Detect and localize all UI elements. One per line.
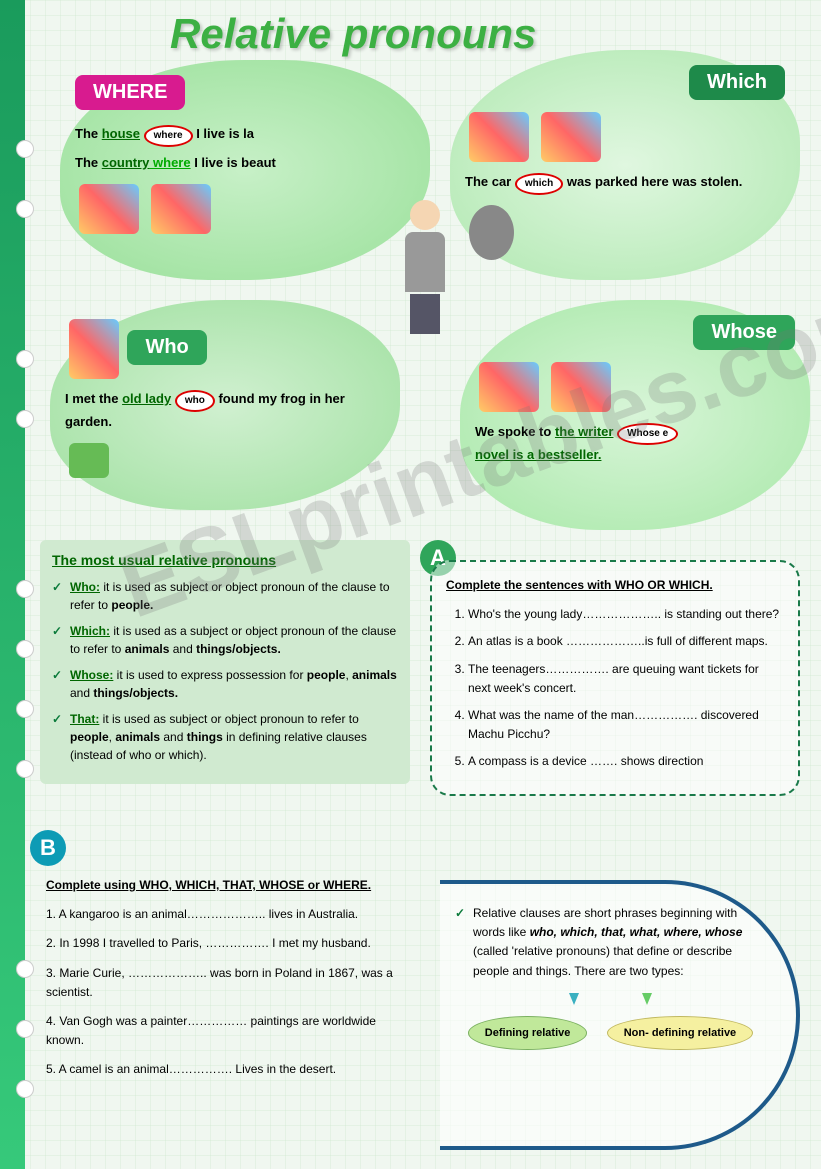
cloud-who: Who I met the old lady who found my frog… xyxy=(50,300,400,510)
ex-a-item: An atlas is a book ………………..is full of di… xyxy=(468,632,784,651)
ex-b-item: 2. In 1998 I travelled to Paris, ……………. … xyxy=(46,934,414,953)
binder-hole xyxy=(16,200,34,218)
clipart-bicycle xyxy=(469,205,514,260)
tag-where: WHERE xyxy=(75,75,185,110)
ex-b-item: 5. A camel is an animal……………. Lives in t… xyxy=(46,1060,414,1079)
arrow-icon xyxy=(569,993,579,1005)
ex-a-item: What was the name of the man……………. disco… xyxy=(468,706,784,744)
rule-that: That: it is used as subject or object pr… xyxy=(70,710,398,764)
rule-whose: Whose: it is used to express possession … xyxy=(70,666,398,702)
cloud-which: Which The car which was parked here was … xyxy=(450,50,800,280)
badge-b: B xyxy=(30,830,66,866)
binder-hole xyxy=(16,700,34,718)
tag-which: Which xyxy=(689,65,785,100)
clipart-europe xyxy=(79,184,139,234)
binder-hole xyxy=(16,760,34,778)
exercise-a: Complete the sentences with WHO OR WHICH… xyxy=(430,560,800,796)
binder-hole xyxy=(16,960,34,978)
pill-which: which xyxy=(515,173,563,195)
binder-hole xyxy=(16,140,34,158)
tag-whose: Whose xyxy=(693,315,795,350)
ex-a-item: Who's the young lady……………….. is standing… xyxy=(468,605,784,624)
clipart-dog xyxy=(469,112,529,162)
sentence-which: The car which was parked here was stolen… xyxy=(465,172,785,195)
cloud-whose: Whose We spoke to the writer Whose e nov… xyxy=(460,300,810,530)
ex-a-item: A compass is a device ……. shows directio… xyxy=(468,752,784,771)
ex-b-item: 3. Marie Curie, ……………….. was born in Pol… xyxy=(46,964,414,1002)
sentence-whose: We spoke to the writer Whose e novel is … xyxy=(475,422,795,466)
clipart-car xyxy=(541,112,601,162)
ex-b-item: 4. Van Gogh was a painter…………… paintings… xyxy=(46,1012,414,1050)
binder-hole xyxy=(16,410,34,428)
info-text: Relative clauses are short phrases begin… xyxy=(473,904,766,981)
rule-which: Which: it is used as a subject or object… xyxy=(70,622,398,658)
sentence-where-2: The country where I live is beaut xyxy=(75,153,415,174)
pill-who: who xyxy=(175,390,215,412)
binder-hole xyxy=(16,350,34,368)
clipart-girl xyxy=(380,200,470,340)
clipart-house xyxy=(151,184,211,234)
binder-hole xyxy=(16,1080,34,1098)
sentence-where-1: The house where I live is la xyxy=(75,124,415,147)
exercise-a-title: Complete the sentences with WHO OR WHICH… xyxy=(446,576,784,595)
type-nondefining: Non- defining relative xyxy=(607,1016,753,1050)
pill-whose: Whose e xyxy=(617,423,678,445)
exercise-b-title: Complete using WHO, WHICH, THAT, WHOSE o… xyxy=(46,876,414,895)
binder-hole xyxy=(16,580,34,598)
rules-box: The most usual relative pronouns Who: it… xyxy=(40,540,410,784)
ex-b-item: 1. A kangaroo is an animal……………….. lives… xyxy=(46,905,414,924)
tag-who: Who xyxy=(127,330,206,365)
clipart-lady xyxy=(69,319,119,379)
cloud-where: WHERE The house where I live is la The c… xyxy=(60,60,430,280)
clipart-book xyxy=(551,362,611,412)
binder-hole xyxy=(16,640,34,658)
clipart-writer xyxy=(479,362,539,412)
type-defining: Defining relative xyxy=(468,1016,588,1050)
info-box: Relative clauses are short phrases begin… xyxy=(440,880,800,1150)
rules-title: The most usual relative pronouns xyxy=(52,552,398,568)
sentence-who: I met the old lady who found my frog in … xyxy=(65,389,385,433)
rule-who: Who: it is used as subject or object pro… xyxy=(70,578,398,614)
clipart-frog xyxy=(69,443,109,478)
exercise-b: Complete using WHO, WHICH, THAT, WHOSE o… xyxy=(40,870,420,1096)
pill-where: where xyxy=(144,125,193,147)
arrow-icon xyxy=(642,993,652,1005)
binder-hole xyxy=(16,1020,34,1038)
page-title: Relative pronouns xyxy=(170,10,536,58)
ex-a-item: The teenagers……………. are queuing want tic… xyxy=(468,660,784,698)
